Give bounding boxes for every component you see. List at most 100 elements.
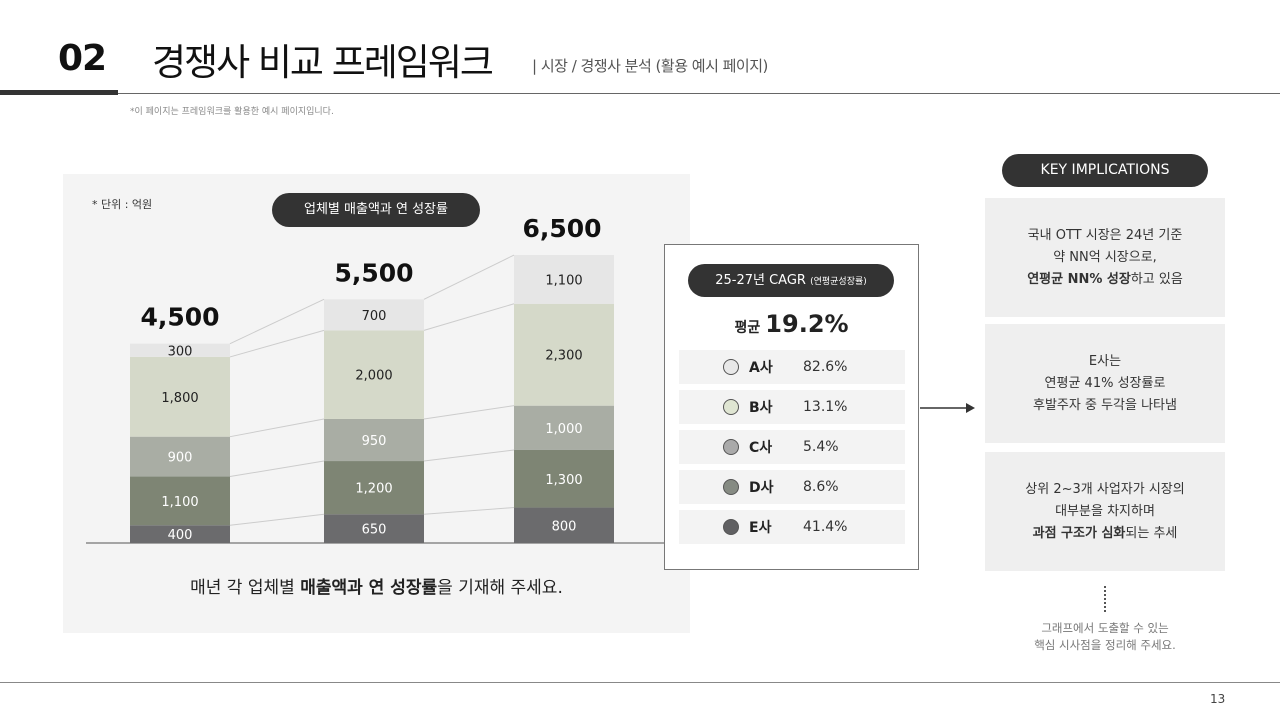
cagr-value: 5.4% [803,439,839,455]
bar-segment [130,356,230,437]
cagr-value: 13.1% [803,399,848,415]
connector-line [229,460,325,478]
company-name: D사 [749,480,774,496]
bar-segment [514,303,614,406]
bar-segment [130,436,230,477]
connector-line [229,329,325,358]
bar-segment [324,299,424,331]
cagr-average: 평균 19.2% [664,310,919,338]
key-implications-title: KEY IMPLICATIONS [1002,154,1208,187]
cagr-row: D사 8.6% [679,470,905,504]
bar-segment [514,449,614,508]
company-name: B사 [749,400,773,416]
segment-label: 800 [552,519,577,534]
card-line: 상위 2~3개 사업자가 시장의 [1025,481,1185,497]
connector-line [229,298,325,345]
bar-segment [514,255,614,304]
page-title: 경쟁사 비교 프레임워크 [152,41,494,84]
header-divider [118,93,1280,94]
connector-line [423,254,515,300]
bar-segment [324,330,424,419]
footer-divider [0,682,1280,683]
header-accent-bar [0,90,118,95]
chart-caption: 매년 각 업체별 매출액과 연 성장률을 기재해 주세요. [63,573,690,598]
cagr-value: 8.6% [803,479,839,495]
arrow-right-icon [920,403,975,413]
card-line: 과점 구조가 심화되는 추세 [1025,523,1184,545]
avg-label: 평균 [734,320,761,336]
legend-dot [723,399,739,415]
card-line: 연평균 NN% 성장하고 있음 [1027,269,1183,291]
chart-title: 업체별 매출액과 연 성장률 [272,193,480,227]
cagr-value: 41.4% [803,519,848,535]
cagr-title: 25-27년 CAGR (연평균성장률) [688,264,894,297]
card-text: 후발주자 중 두각을 나타냄 [1033,397,1177,413]
connector-line [423,449,515,462]
bar-segment [130,525,230,543]
page-number: 13 [1210,692,1226,706]
hint-line-1: 그래프에서 도출할 수 있는 [1041,621,1169,635]
segment-label: 400 [168,528,193,543]
page-note: *이 페이지는 프레임워크를 활용한 예시 페이지입니다. [130,107,334,117]
page-subtitle: | 시장 / 경쟁사 분석 (활용 예시 페이지) [532,57,768,75]
bar-segment [514,405,614,450]
hint-line-2: 핵심 시사점을 정리해 주세요. [1034,638,1176,652]
segment-label: 1,100 [161,495,198,510]
segment-label: 1,300 [545,473,582,488]
segment-label: 900 [168,451,193,466]
cagr-value: 82.6% [803,359,848,375]
cagr-title-main: 25-27년 CAGR [715,273,811,288]
segment-label: 650 [362,523,387,538]
bar-total-label: 5,500 [334,258,413,287]
segment-label: 700 [362,309,387,324]
segment-label: 950 [362,434,387,449]
segment-label: 2,000 [355,369,392,384]
connector-line [423,507,515,515]
connector-line [229,418,325,438]
bar-segment [130,476,230,526]
company-name: C사 [749,440,773,456]
card-line: 약 NN억 시장으로, [1053,249,1157,265]
bar-total-label: 6,500 [522,214,601,243]
card-line: 연평균 41% 성장률로 [1044,375,1166,391]
card-line: 후발주자 중 두각을 나타냄 [1033,395,1177,417]
card-line: E사는 [1088,353,1122,369]
unit-note: * 단위 : 억원 [92,198,153,211]
cagr-row: E사 41.4% [679,510,905,544]
caption-post: 을 기재해 주세요. [437,578,563,598]
legend-dot [723,439,739,455]
bar-segment [324,461,424,515]
cagr-row: C사 5.4% [679,430,905,464]
company-name: A사 [749,360,773,376]
connector-line [423,405,515,420]
segment-label: 2,300 [545,349,582,364]
segment-label: 300 [168,344,193,359]
bar-segment [130,343,230,357]
connector-line [423,303,515,331]
card-line: 대부분을 차지하며 [1055,503,1155,519]
card-bold: 과점 구조가 심화 [1032,525,1126,541]
card-bold: 연평균 NN% 성장 [1027,271,1131,287]
segment-label: 1,800 [161,391,198,406]
company-name: E사 [749,520,772,536]
cagr-row: B사 13.1% [679,390,905,424]
legend-dot [723,479,739,495]
connector-line [229,513,325,526]
caption-bold: 매출액과 연 성장률 [300,578,438,598]
cagr-title-small: (연평균성장률) [810,277,867,287]
legend-dot [723,519,739,535]
bar-segment [514,507,614,543]
card-text: 하고 있음 [1130,271,1183,287]
bar-segment [324,418,424,462]
card-text: 되는 추세 [1125,525,1178,541]
cagr-row: A사 82.6% [679,350,905,384]
legend-dot [723,359,739,375]
card-line: 국내 OTT 시장은 24년 기준 [1027,227,1183,243]
section-number: 02 [58,38,107,79]
segment-label: 1,100 [545,273,582,288]
